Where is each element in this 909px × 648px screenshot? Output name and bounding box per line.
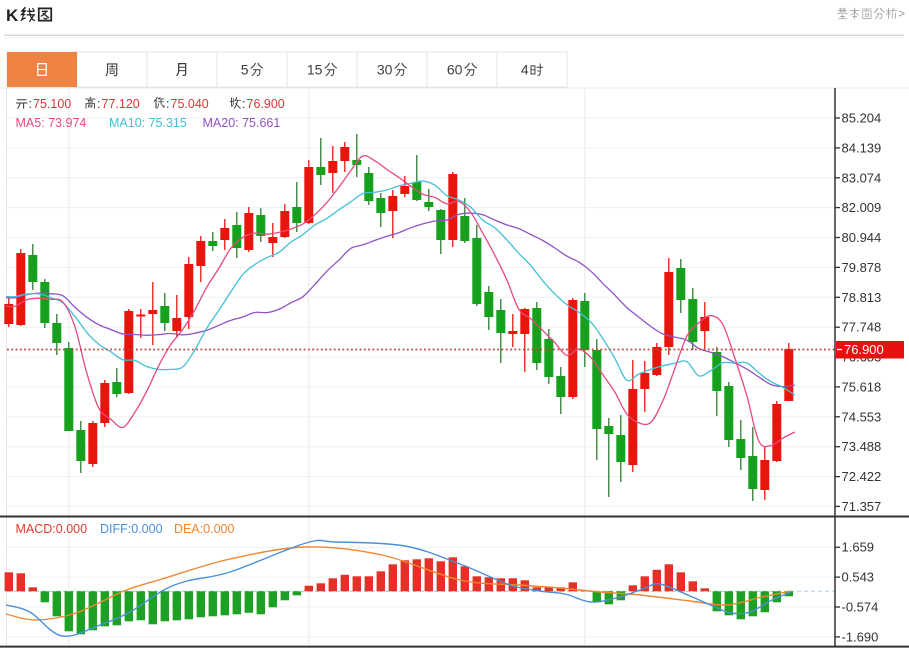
svg-text:73.488: 73.488 xyxy=(842,439,882,454)
svg-text:-1.690: -1.690 xyxy=(842,629,879,644)
svg-text:75.100: 75.100 xyxy=(33,97,71,111)
svg-text:5: 5 xyxy=(241,62,249,78)
svg-text:>: > xyxy=(898,7,905,21)
svg-text:84.139: 84.139 xyxy=(842,140,882,155)
svg-text::: : xyxy=(97,97,100,111)
svg-text:30: 30 xyxy=(377,62,393,78)
svg-text:MA5: 73.974: MA5: 73.974 xyxy=(16,116,87,130)
svg-text:78.813: 78.813 xyxy=(842,290,882,305)
svg-text:0.543: 0.543 xyxy=(842,570,875,585)
svg-text:1.659: 1.659 xyxy=(842,540,875,555)
svg-text:MACD:0.000: MACD:0.000 xyxy=(16,522,88,536)
svg-text:15: 15 xyxy=(307,62,323,78)
svg-text:DEA:0.000: DEA:0.000 xyxy=(174,522,235,536)
svg-text::: : xyxy=(242,97,245,111)
svg-text:76.900: 76.900 xyxy=(844,342,884,357)
svg-text:74.553: 74.553 xyxy=(842,409,882,424)
svg-text:K: K xyxy=(6,6,19,25)
svg-text:82.009: 82.009 xyxy=(842,200,882,215)
svg-text:72.422: 72.422 xyxy=(842,469,882,484)
svg-text:60: 60 xyxy=(447,62,463,78)
svg-text::: : xyxy=(29,97,32,111)
svg-text:DIFF:0.000: DIFF:0.000 xyxy=(100,522,163,536)
svg-text:4: 4 xyxy=(521,62,529,78)
svg-text:-0.574: -0.574 xyxy=(842,600,879,615)
svg-text:77.748: 77.748 xyxy=(842,320,882,335)
svg-text:71.357: 71.357 xyxy=(842,499,882,514)
svg-text:MA10: 75.315: MA10: 75.315 xyxy=(109,116,187,130)
svg-text:83.074: 83.074 xyxy=(842,170,882,185)
svg-text:77.120: 77.120 xyxy=(102,97,140,111)
svg-text::: : xyxy=(166,97,169,111)
svg-text:80.944: 80.944 xyxy=(842,230,882,245)
svg-text:79.878: 79.878 xyxy=(842,260,882,275)
svg-text:85.204: 85.204 xyxy=(842,111,882,126)
svg-text:76.900: 76.900 xyxy=(247,97,285,111)
svg-text:MA20: 75.661: MA20: 75.661 xyxy=(203,116,281,130)
svg-text:75.618: 75.618 xyxy=(842,379,882,394)
svg-text:75.040: 75.040 xyxy=(171,97,209,111)
